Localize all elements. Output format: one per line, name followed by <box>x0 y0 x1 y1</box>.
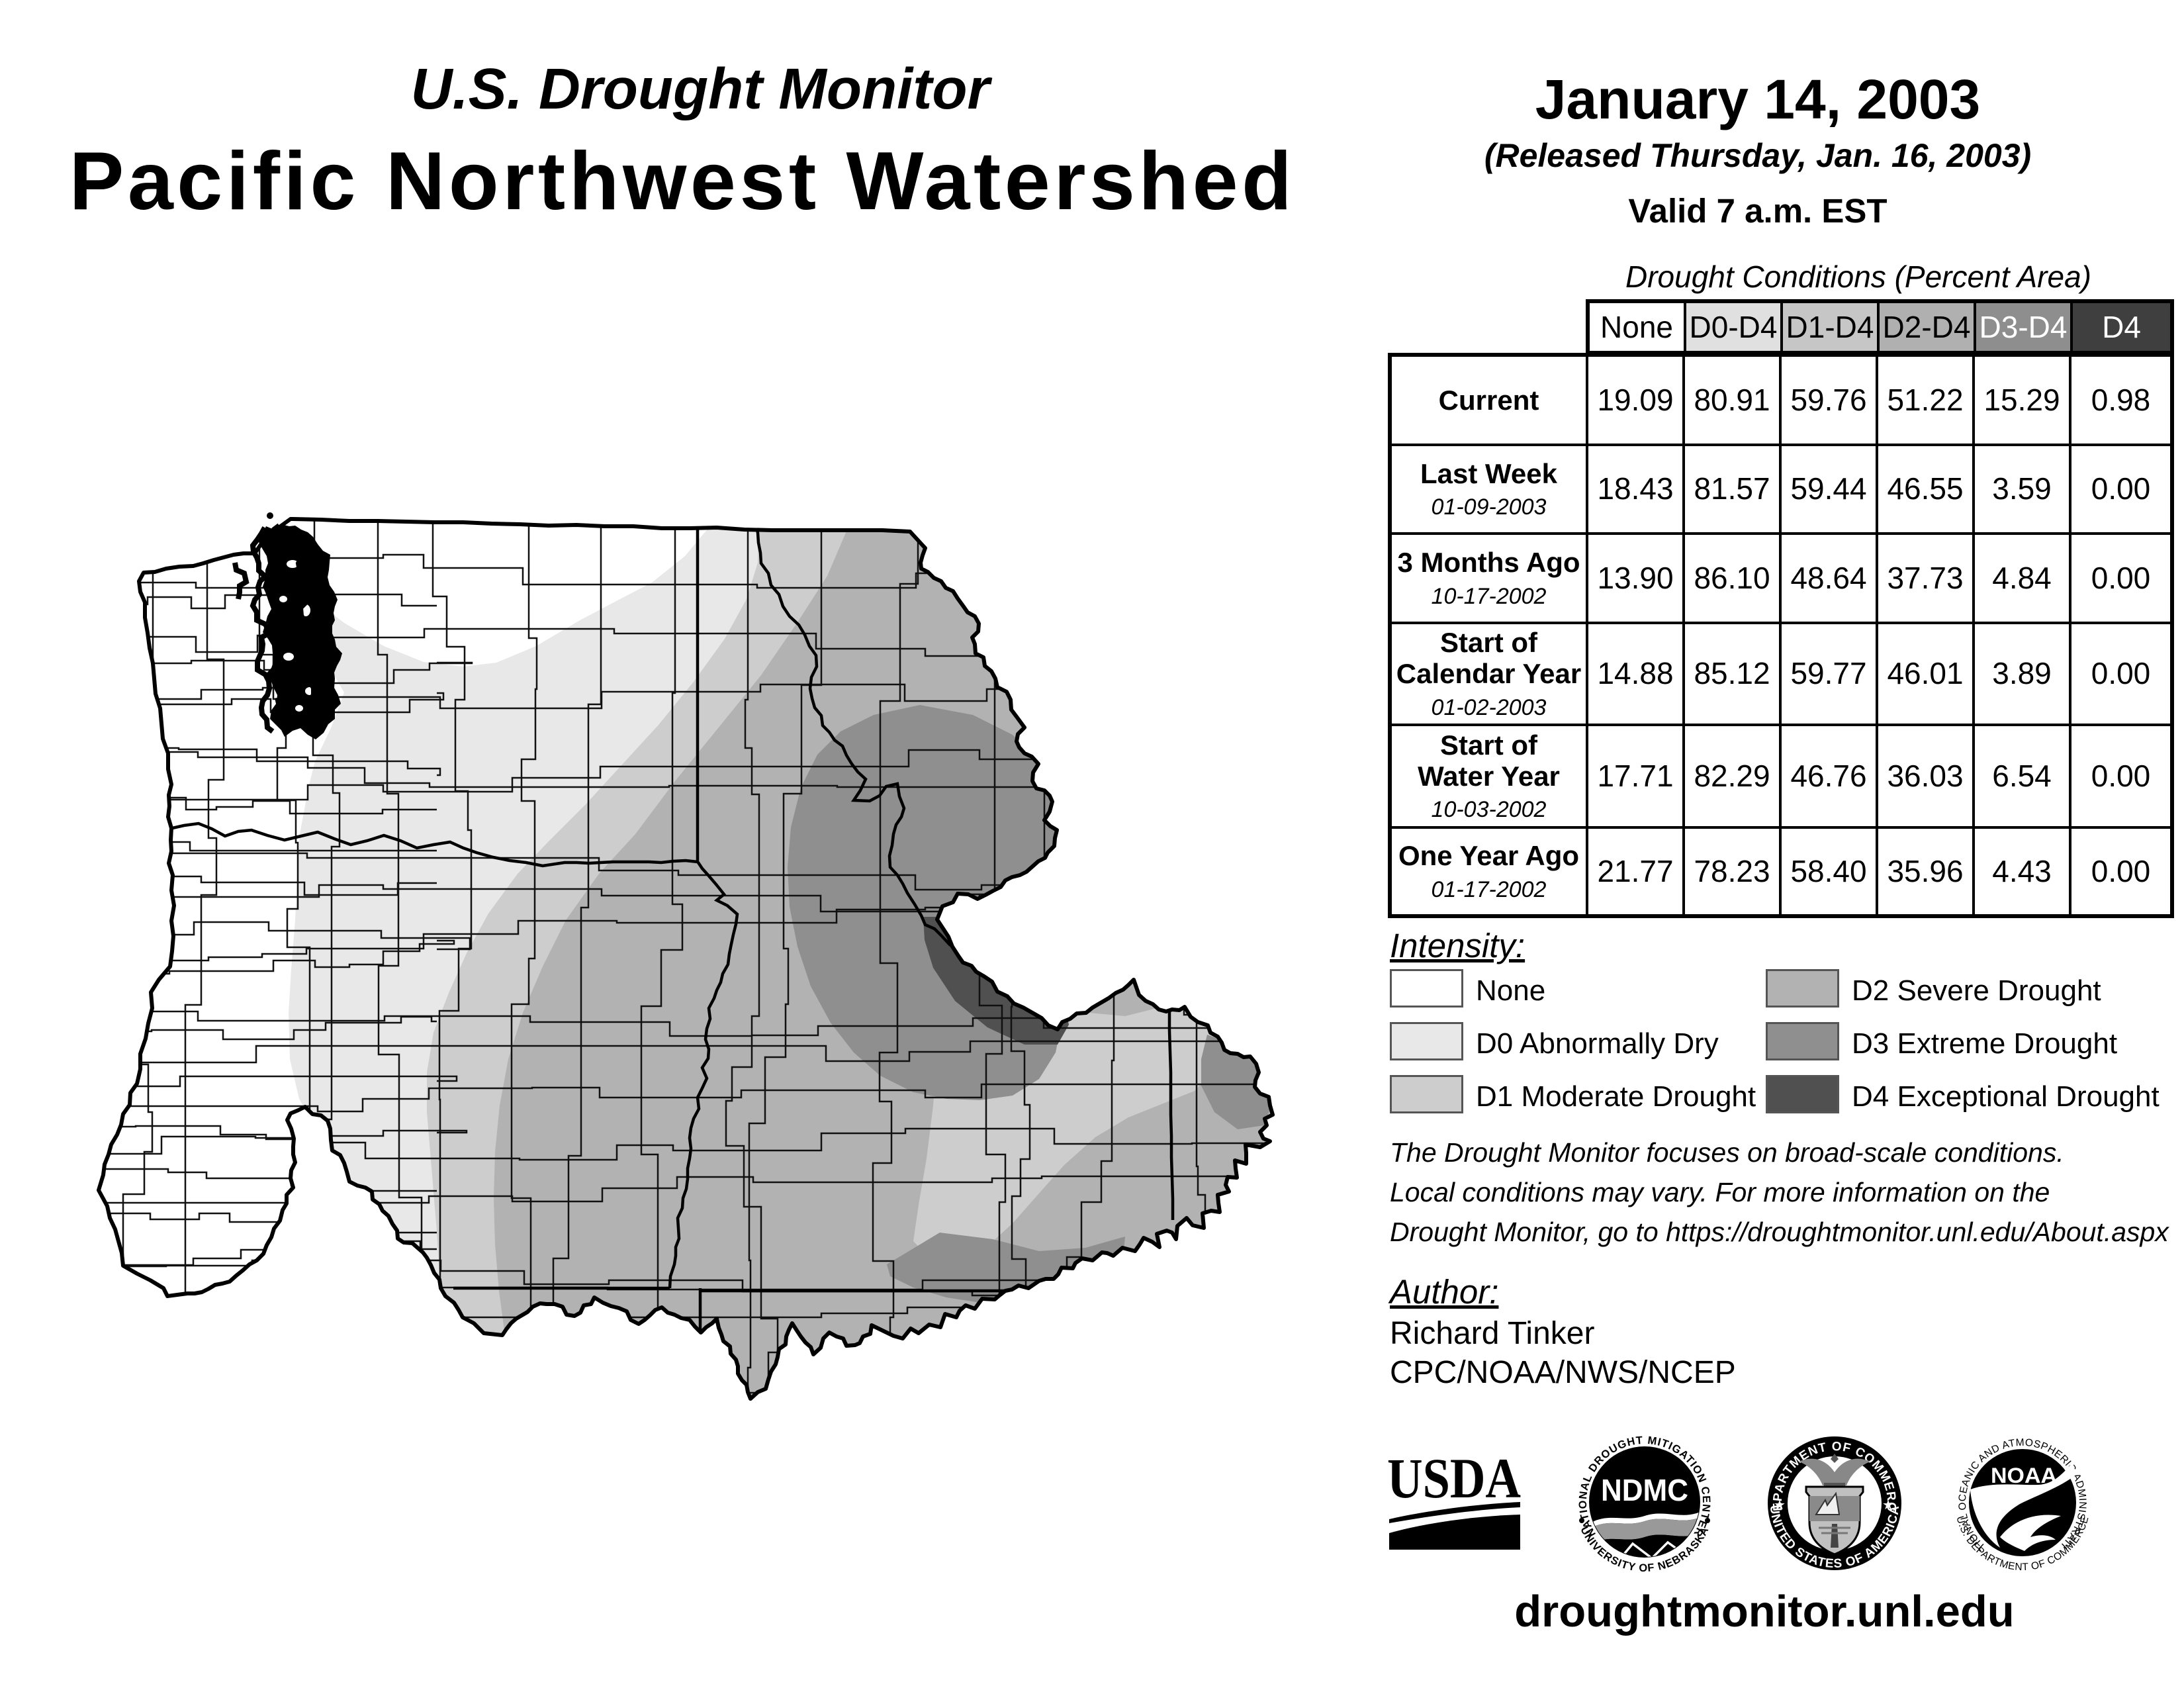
svg-text:NDMC: NDMC <box>1601 1473 1688 1507</box>
svg-text:USDA: USDA <box>1387 1446 1521 1510</box>
svg-text:★: ★ <box>1882 1498 1894 1513</box>
svg-text:★: ★ <box>1774 1498 1786 1513</box>
svg-text:NOAA: NOAA <box>1991 1464 2057 1487</box>
